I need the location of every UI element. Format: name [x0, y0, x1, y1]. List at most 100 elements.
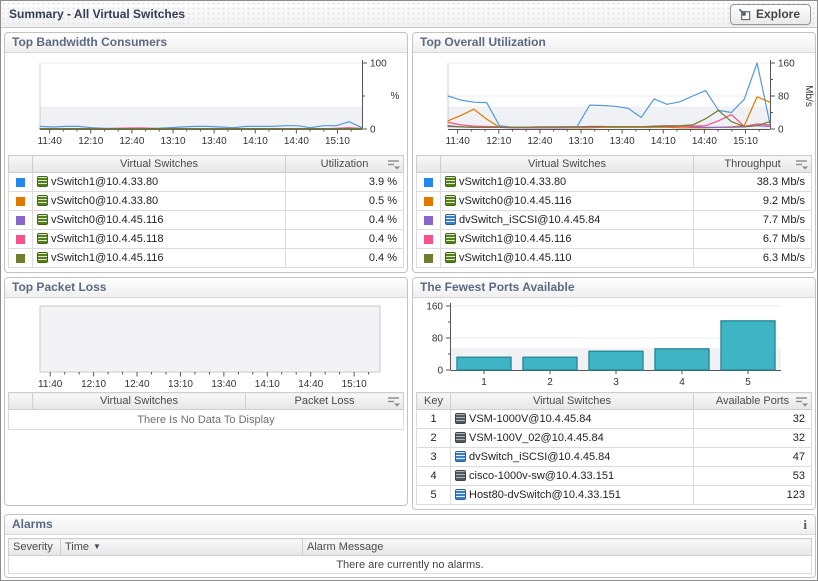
- svg-text:2: 2: [547, 377, 553, 388]
- explore-button[interactable]: Explore: [729, 3, 811, 25]
- throughput-column-header[interactable]: Throughput: [693, 155, 812, 173]
- no-alarms-message: There are currently no alarms.: [8, 555, 812, 574]
- metric-value: 47: [693, 447, 812, 467]
- table-customizer-icon[interactable]: [387, 396, 400, 407]
- table-row[interactable]: 5 Host80-dvSwitch@10.4.33.151 123: [416, 485, 812, 505]
- svg-text:0: 0: [778, 125, 784, 136]
- dvswitch-icon: [445, 214, 456, 225]
- svg-text:13:40: 13:40: [211, 379, 236, 390]
- svg-text:160: 160: [778, 59, 795, 70]
- table-row[interactable]: 1 VSM-1000V@10.4.45.84 32: [416, 409, 812, 429]
- table-row[interactable]: vSwitch1@10.4.45.118 0.4 %: [8, 229, 404, 249]
- key-column-header[interactable]: Key: [416, 392, 451, 410]
- svg-text:12:40: 12:40: [119, 136, 144, 147]
- packetloss-column-header[interactable]: Packet Loss: [245, 392, 404, 410]
- svg-text:14:10: 14:10: [255, 379, 280, 390]
- ports-column-header[interactable]: Available Ports: [693, 392, 812, 410]
- panel-title-text: Top Bandwidth Consumers: [12, 35, 168, 49]
- utilization-column-header[interactable]: Utilization: [285, 155, 404, 173]
- switch-name[interactable]: VSM-1000V@10.4.45.84: [469, 413, 592, 425]
- switch-name[interactable]: vSwitch1@10.4.45.110: [459, 252, 572, 264]
- table-row[interactable]: vSwitch1@10.4.45.116 0.4 %: [8, 248, 404, 268]
- panel-title: Alarms i: [5, 515, 815, 535]
- vswitch-icon: [445, 176, 456, 187]
- switch-name[interactable]: vSwitch1@10.4.45.118: [51, 233, 164, 245]
- switches-column-header[interactable]: Virtual Switches: [440, 155, 694, 173]
- switch-name[interactable]: Host80-dvSwitch@10.4.33.151: [469, 489, 621, 501]
- explore-label: Explore: [755, 7, 800, 21]
- table-row[interactable]: 3 dvSwitch_iSCSI@10.4.45.84 47: [416, 447, 812, 467]
- svg-text:14:10: 14:10: [651, 136, 676, 147]
- utilization-line-chart: 11:40 12:10 12:40 13:10 13:40 14:10 14:40 15:10…: [446, 59, 814, 148]
- table-row[interactable]: vSwitch0@10.4.45.116 0.4 %: [8, 210, 404, 230]
- switch-name[interactable]: vSwitch1@10.4.33.80: [459, 176, 567, 188]
- metric-value: 0.5 %: [285, 191, 404, 211]
- svg-text:12:10: 12:10: [78, 136, 103, 147]
- switch-name[interactable]: vSwitch1@10.4.45.116: [459, 233, 572, 245]
- switch-name[interactable]: vSwitch0@10.4.45.116: [51, 214, 164, 226]
- series-color-swatch: [424, 253, 433, 263]
- svg-text:13:40: 13:40: [610, 136, 635, 147]
- panel-title: The Fewest Ports Available: [413, 278, 815, 298]
- severity-column-header[interactable]: Severity: [8, 538, 61, 556]
- series-color-swatch: [424, 234, 433, 244]
- table-customizer-icon[interactable]: [795, 159, 808, 170]
- switch-name[interactable]: vSwitch0@10.4.33.80: [51, 195, 159, 207]
- table-row[interactable]: 4 cisco-1000v-sw@10.4.33.151 53: [416, 466, 812, 486]
- ports-bar-chart: 0 80 160 1 2 3 4 5: [426, 302, 781, 388]
- panel-title-text: Top Packet Loss: [12, 280, 107, 294]
- switch-name[interactable]: vSwitch1@10.4.45.116: [51, 252, 164, 264]
- message-column-header[interactable]: Alarm Message: [302, 538, 812, 556]
- series-color-swatch: [16, 234, 25, 244]
- table-customizer-icon[interactable]: [795, 396, 808, 407]
- table-row[interactable]: vSwitch0@10.4.45.116 9.2 Mb/s: [416, 191, 812, 211]
- key-value: 3: [416, 447, 451, 467]
- switch-name[interactable]: cisco-1000v-sw@10.4.33.151: [469, 470, 615, 482]
- switch-name[interactable]: dvSwitch_iSCSI@10.4.45.84: [459, 214, 601, 226]
- table-row[interactable]: vSwitch0@10.4.33.80 0.5 %: [8, 191, 404, 211]
- info-icon[interactable]: i: [803, 517, 807, 532]
- empty-table-row: There Is No Data To Display: [8, 409, 404, 430]
- switches-column-header[interactable]: Virtual Switches: [32, 155, 286, 173]
- time-column-header[interactable]: Time ▼: [60, 538, 303, 556]
- series-color-swatch: [424, 196, 433, 206]
- switch-name[interactable]: VSM-100V_02@10.4.45.84: [469, 432, 604, 444]
- series-color-swatch: [16, 177, 25, 187]
- table-row[interactable]: dvSwitch_iSCSI@10.4.45.84 7.7 Mb/s: [416, 210, 812, 230]
- key-value: 2: [416, 428, 451, 448]
- panel-title-text: The Fewest Ports Available: [420, 280, 575, 294]
- page-header: Summary - All Virtual Switches Explore: [1, 1, 817, 28]
- table-row[interactable]: 2 VSM-100V_02@10.4.45.84 32: [416, 428, 812, 448]
- key-value: 4: [416, 466, 451, 486]
- table-row[interactable]: vSwitch1@10.4.45.110 6.3 Mb/s: [416, 248, 812, 268]
- panel-alarms: Alarms i Severity Time ▼ Alarm Message Th…: [4, 514, 816, 578]
- metric-value: 7.7 Mb/s: [693, 210, 812, 230]
- bandwidth-line-chart: 11:40 12:10 12:40 13:10 13:40 14:10 14:40 15:10…: [38, 59, 400, 148]
- svg-text:14:40: 14:40: [692, 136, 717, 147]
- switch-name[interactable]: dvSwitch_iSCSI@10.4.45.84: [469, 451, 611, 463]
- metric-value: 32: [693, 428, 812, 448]
- svg-text:3: 3: [613, 377, 619, 388]
- svg-text:100: 100: [370, 59, 387, 70]
- table-row[interactable]: vSwitch1@10.4.33.80 38.3 Mb/s: [416, 172, 812, 192]
- switches-column-header[interactable]: Virtual Switches: [450, 392, 694, 410]
- table-row[interactable]: vSwitch1@10.4.45.116 6.7 Mb/s: [416, 229, 812, 249]
- table-customizer-icon[interactable]: [387, 159, 400, 170]
- switch-name[interactable]: vSwitch1@10.4.33.80: [51, 176, 159, 188]
- svg-text:0: 0: [370, 125, 376, 136]
- panel-top-bandwidth-consumers: Top Bandwidth Consumers 11:40 12:10 12:40 1…: [4, 32, 408, 273]
- series-color-swatch: [424, 177, 433, 187]
- svg-text:11:40: 11:40: [38, 379, 63, 390]
- vswitch-icon: [37, 176, 48, 187]
- svg-text:12:10: 12:10: [486, 136, 511, 147]
- svg-text:15:10: 15:10: [342, 379, 367, 390]
- panel-top-packet-loss: Top Packet Loss 11:40 12:10 12:40 13:10 13:4…: [4, 277, 408, 506]
- switches-column-header[interactable]: Virtual Switches: [32, 392, 246, 410]
- table-row[interactable]: vSwitch1@10.4.33.80 3.9 %: [8, 172, 404, 192]
- metric-value: 6.7 Mb/s: [693, 229, 812, 249]
- switch-name[interactable]: vSwitch0@10.4.45.116: [459, 195, 572, 207]
- swatch-column-header[interactable]: [8, 155, 33, 173]
- swatch-column-header[interactable]: [8, 392, 33, 410]
- swatch-column-header[interactable]: [416, 155, 441, 173]
